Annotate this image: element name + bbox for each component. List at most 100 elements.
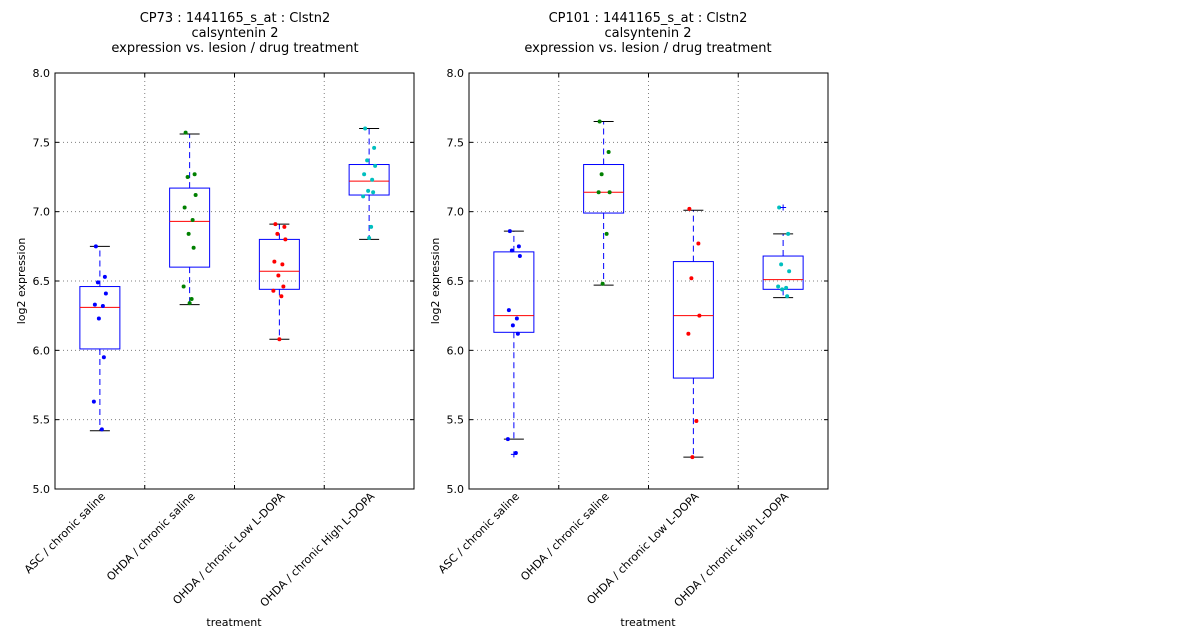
data-point [600,281,605,286]
y-tick-label: 5.5 [33,414,51,427]
data-point [363,126,368,131]
x-tick-label: ASC / chronic saline [22,490,108,576]
data-point [371,190,376,195]
data-point [280,262,285,267]
data-point [101,355,106,360]
axes-frame [54,72,415,490]
data-point [93,244,98,249]
data-point [509,248,514,253]
y-axis-label: log2 expression [15,238,28,325]
data-point [687,206,692,211]
data-point [787,269,792,274]
data-point [690,455,695,460]
data-point [517,254,522,259]
box [79,286,121,350]
data-point [103,291,108,296]
data-point [102,274,107,279]
data-point [187,301,192,306]
data-point [597,119,602,124]
y-tick-label: 8.0 [33,67,51,80]
data-point [193,193,198,198]
data-point [697,313,702,318]
y-tick-label: 6.0 [447,344,465,357]
data-point [273,222,278,227]
data-point [689,276,694,281]
data-point [372,145,377,150]
y-tick-label: 8.0 [447,67,465,80]
chart-title-line-1: CP101 : 1441165_s_at : Clstn2 [549,11,748,26]
y-tick-label: 6.5 [447,275,465,288]
data-point [515,331,520,336]
data-point [100,303,105,308]
y-tick-label: 5.0 [33,483,51,496]
y-tick-label: 7.0 [33,206,51,219]
x-tick-label: OHDA / chronic saline [518,490,612,584]
data-point [361,194,366,199]
data-point [514,316,519,321]
data-point [283,237,288,242]
data-point [181,284,186,289]
box [169,187,211,268]
data-point [275,231,280,236]
data-point [92,302,97,307]
data-point [190,217,195,222]
data-point [276,273,281,278]
data-point [686,331,691,336]
y-tick-label: 7.0 [447,206,465,219]
y-tick-label: 5.5 [447,414,465,427]
data-point [191,245,196,250]
box [762,255,804,290]
data-point [271,288,276,293]
y-tick-label: 6.5 [33,275,51,288]
data-point [367,236,372,241]
data-point [776,284,781,289]
data-point [279,294,284,299]
data-point [96,316,101,321]
data-point [183,130,188,135]
data-point [186,231,191,236]
data-point [606,150,611,155]
data-point [91,399,96,404]
data-point [370,177,375,182]
chart-title-line-2: calsyntenin 2 [604,26,691,41]
data-point [516,244,521,249]
data-point [182,205,187,210]
x-axis-label: treatment [620,616,676,629]
data-point [777,205,782,210]
y-axis-label: log2 expression [429,238,442,325]
outlier-marker [510,451,517,458]
box [493,251,535,333]
x-tick-label: OHDA / chronic saline [104,490,198,584]
data-point [510,323,515,328]
box [258,238,300,290]
data-point [780,287,785,292]
data-point [694,419,699,424]
data-point [506,308,511,313]
chart-panel-cp73: CP73 : 1441165_s_at : Clstn2 calsyntenin… [15,11,415,629]
chart-title-line-2: calsyntenin 2 [191,26,278,41]
box [348,164,390,196]
data-point [362,172,367,177]
data-point [373,163,378,168]
plot-area: 5.0 5.5 6.0 6.5 7.0 7.5 8.0 ASC / chronic salin… [22,67,415,610]
data-point [365,158,370,163]
data-point [366,188,371,193]
data-point [696,241,701,246]
outlier-marker [780,204,787,211]
x-tick-label: ASC / chronic saline [436,490,522,576]
y-tick-label: 5.0 [447,483,465,496]
data-point [784,285,789,290]
data-point [599,172,604,177]
box [583,164,625,214]
data-point [785,294,790,299]
data-point [505,437,510,442]
data-point [95,280,100,285]
data-point [185,175,190,179]
data-point [507,229,512,234]
y-tick-label: 7.5 [33,136,51,149]
data-point [369,224,374,229]
chart-panel-cp101: CP101 : 1441165_s_at : Clstn2 calsynteni… [429,11,829,629]
data-point [596,190,601,195]
data-point [786,231,791,236]
